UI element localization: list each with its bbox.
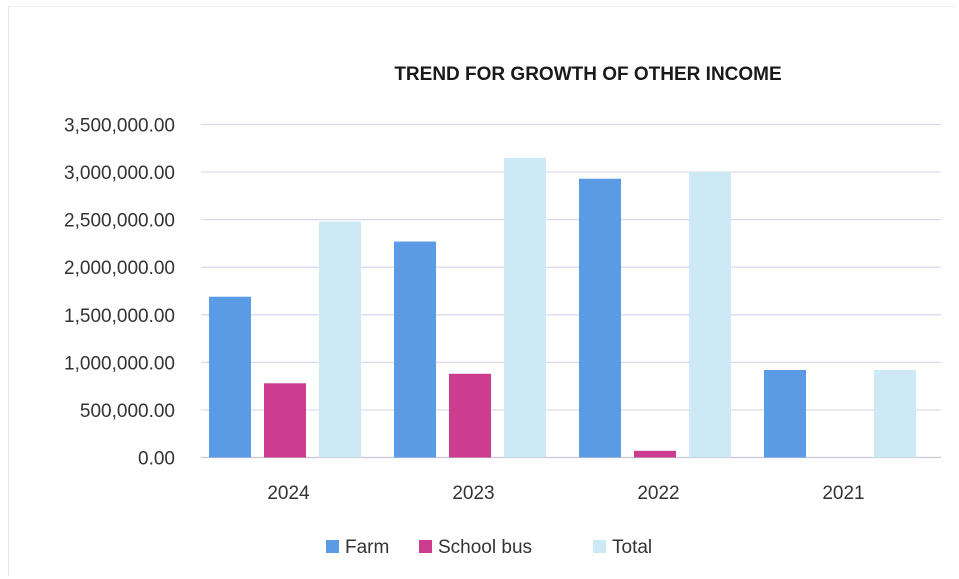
x-tick-label: 2021 (822, 483, 864, 504)
y-tick-label: 3,500,000.00 (64, 116, 175, 137)
legend-item-farm: Farm (326, 537, 389, 558)
bar-farm-2024 (209, 296, 251, 458)
x-axis-tick-labels: 2024 2023 2022 2021 (267, 483, 864, 504)
bar-total-2021 (874, 369, 916, 458)
legend-item-total: Total (593, 537, 652, 558)
bar-chart: TREND FOR GROWTH OF OTHER INCOME 0.00 500… (64, 64, 941, 558)
y-tick-label: 2,500,000.00 (64, 211, 175, 232)
legend-swatch (593, 540, 606, 553)
legend-swatch (326, 540, 339, 553)
bar-total-2022 (689, 172, 731, 458)
bar-farm-2023 (394, 241, 436, 458)
legend-label: School bus (438, 537, 532, 558)
legend-item-school-bus: School bus (419, 537, 532, 558)
legend-swatch (419, 540, 432, 553)
bar-total-2024 (319, 221, 361, 458)
legend-label: Farm (345, 537, 389, 558)
y-tick-label: 500,000.00 (80, 401, 175, 422)
y-tick-label: 1,500,000.00 (64, 306, 175, 327)
bar-school-bus-2023 (449, 373, 491, 458)
legend-label: Total (612, 537, 652, 558)
y-tick-label: 1,000,000.00 (64, 353, 175, 374)
bars (209, 157, 916, 458)
bar-school-bus-2024 (264, 383, 306, 458)
bar-school-bus-2022 (634, 450, 676, 458)
legend: Farm School bus Total (326, 537, 652, 558)
chart-title: TREND FOR GROWTH OF OTHER INCOME (394, 64, 781, 85)
x-tick-label: 2022 (637, 483, 679, 504)
y-tick-label: 3,000,000.00 (64, 163, 175, 184)
gridlines (201, 123, 941, 459)
x-tick-label: 2023 (452, 483, 494, 504)
x-tick-label: 2024 (267, 483, 310, 504)
y-tick-label: 0.00 (138, 449, 175, 470)
bar-total-2023 (504, 157, 546, 458)
y-axis-tick-labels: 0.00 500,000.00 1,000,000.00 1,500,000.00 2,… (64, 116, 175, 470)
chart-frame: TREND FOR GROWTH OF OTHER INCOME 0.00 500… (8, 6, 956, 576)
bar-farm-2021 (764, 369, 806, 458)
bar-farm-2022 (579, 178, 621, 458)
y-tick-label: 2,000,000.00 (64, 258, 175, 279)
